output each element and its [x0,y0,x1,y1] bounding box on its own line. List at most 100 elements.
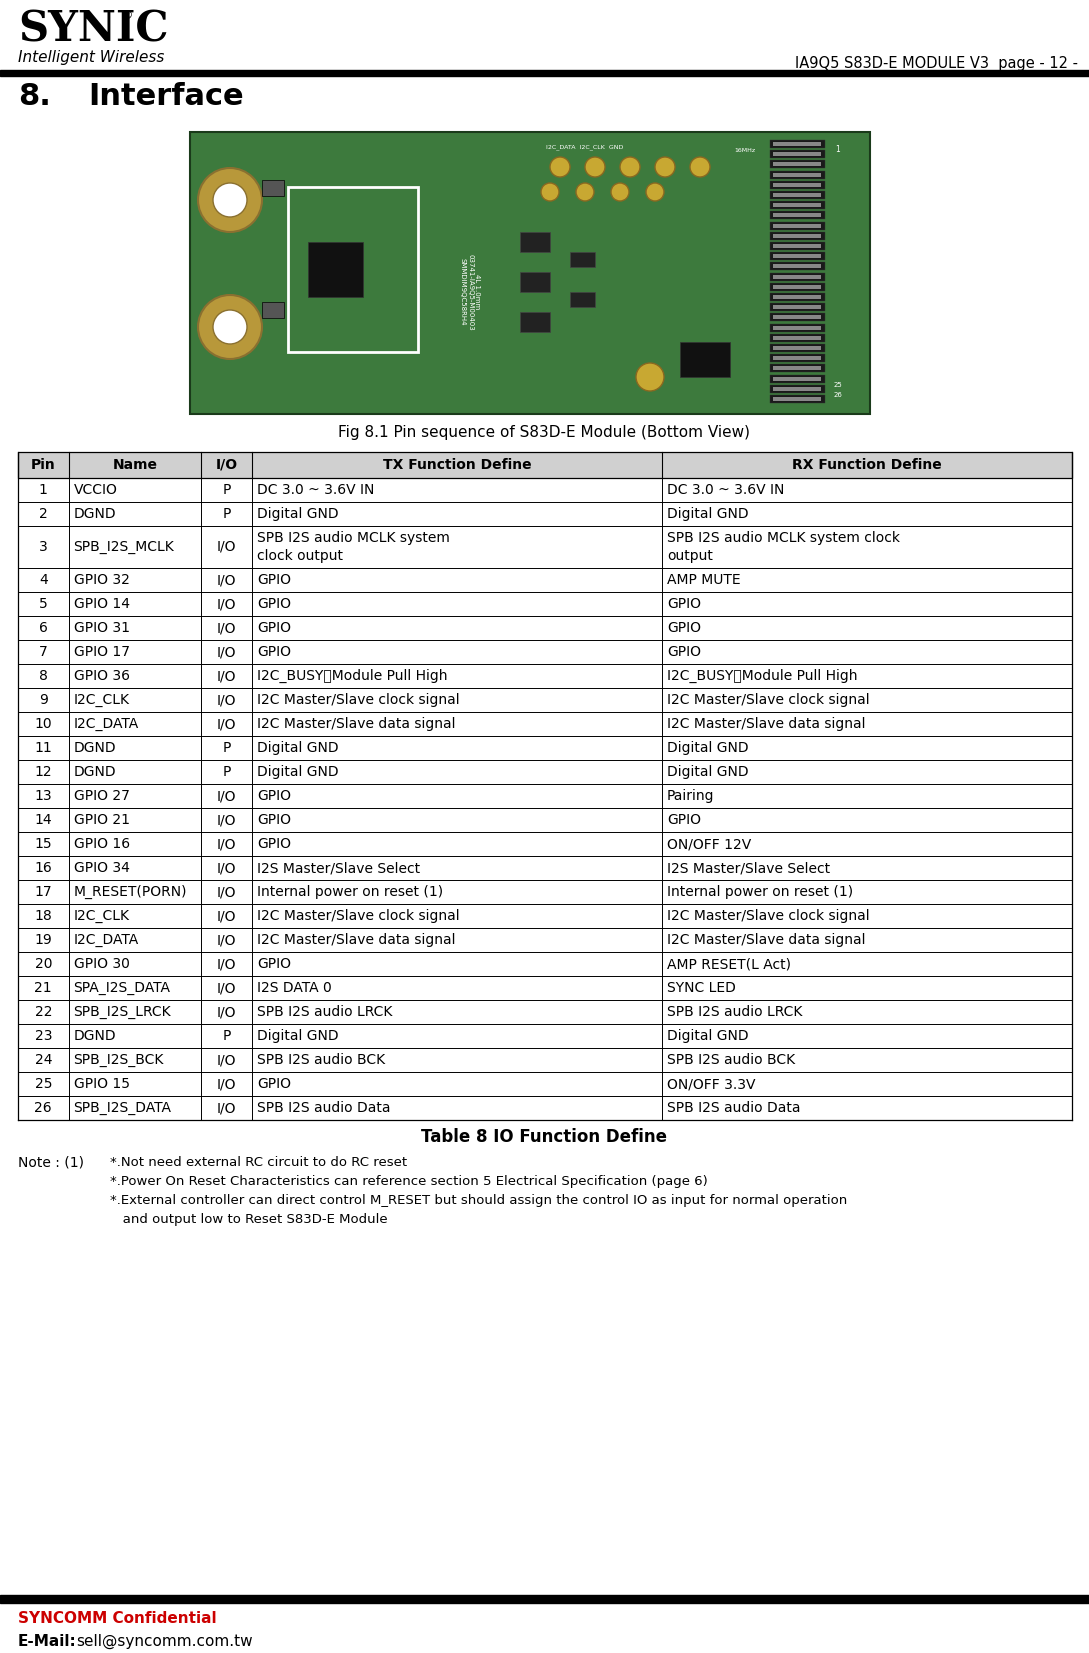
Bar [19,665,1072,688]
Text: SPB_I2S_MCLK: SPB_I2S_MCLK [74,541,174,554]
Text: SPB I2S audio LRCK: SPB I2S audio LRCK [666,1005,803,1018]
Text: GPIO: GPIO [257,574,291,587]
Bar [19,736,1072,760]
Bar [19,904,1072,927]
Circle shape [541,183,559,202]
Text: I2S Master/Slave Select: I2S Master/Slave Select [666,861,830,874]
Circle shape [213,183,247,217]
Bar [770,192,825,198]
Text: 11: 11 [35,741,52,755]
Text: Interface: Interface [88,83,244,111]
Bar [773,255,821,258]
Text: 15: 15 [35,836,52,851]
Text: SPB I2S audio LRCK: SPB I2S audio LRCK [257,1005,392,1018]
Text: 24: 24 [35,1053,52,1066]
Circle shape [550,157,570,177]
Text: ON/OFF 3.3V: ON/OFF 3.3V [666,1078,756,1091]
Text: I/O: I/O [217,1078,236,1091]
Bar [19,1048,1072,1073]
Bar [773,162,821,167]
Bar [770,170,825,179]
Text: Fig 8.1 Pin sequence of S83D-E Module (Bottom View): Fig 8.1 Pin sequence of S83D-E Module (B… [338,425,750,440]
Text: I2C_DATA  I2C_CLK  GND: I2C_DATA I2C_CLK GND [547,144,624,150]
Text: GPIO: GPIO [257,957,291,970]
Text: SPB_I2S_LRCK: SPB_I2S_LRCK [74,1005,171,1018]
Text: GPIO: GPIO [666,622,701,635]
Text: SPB I2S audio BCK: SPB I2S audio BCK [666,1053,795,1066]
Text: I/O: I/O [217,836,236,851]
Bar [770,231,825,240]
Bar [770,141,825,149]
Text: SPB I2S audio Data: SPB I2S audio Data [257,1101,391,1116]
Text: SPA_I2S_DATA: SPA_I2S_DATA [74,980,171,995]
Bar [770,385,825,393]
Text: 26: 26 [833,392,843,398]
Text: 8: 8 [39,669,48,683]
Text: I2C Master/Slave data signal: I2C Master/Slave data signal [257,717,455,731]
Bar [189,132,870,413]
Bar [570,293,595,307]
Text: I/O: I/O [217,669,236,683]
Bar [19,451,1072,478]
Text: GPIO: GPIO [257,622,291,635]
Text: I2C_DATA: I2C_DATA [74,717,138,731]
Text: Pin: Pin [30,458,56,473]
Text: GPIO 14: GPIO 14 [74,597,130,612]
Bar [570,251,595,268]
Text: GPIO 27: GPIO 27 [74,788,130,803]
Text: 25: 25 [833,382,843,388]
Text: I/O: I/O [217,957,236,970]
Bar [19,640,1072,665]
Text: *.Power On Reset Characteristics can reference section 5 Electrical Specificatio: *.Power On Reset Characteristics can ref… [110,1175,708,1189]
Bar [773,326,821,329]
Bar [773,274,821,279]
Circle shape [654,157,675,177]
Bar [770,314,825,321]
Text: *.Not need external RC circuit to do RC reset: *.Not need external RC circuit to do RC … [110,1155,407,1169]
Circle shape [213,311,247,344]
Bar [19,503,1072,526]
Text: Digital GND: Digital GND [257,1030,339,1043]
Text: Digital GND: Digital GND [666,741,748,755]
Bar [0,1595,1089,1603]
Text: P: P [222,483,231,498]
Bar [773,294,821,299]
Text: Digital GND: Digital GND [666,765,748,779]
Bar [770,293,825,301]
Text: I2C Master/Slave clock signal: I2C Master/Slave clock signal [257,909,460,922]
Text: 21: 21 [35,980,52,995]
Text: 7: 7 [39,645,48,660]
Text: GPIO 16: GPIO 16 [74,836,130,851]
Text: 14: 14 [35,813,52,826]
Bar [770,334,825,342]
Text: 22: 22 [35,1005,52,1018]
Text: P: P [222,507,231,521]
Text: AMP MUTE: AMP MUTE [666,574,741,587]
Text: 4L 1.0mm
03741-IA9Q5-M00403
SMMDIM9QC58RH4: 4L 1.0mm 03741-IA9Q5-M00403 SMMDIM9QC58R… [460,253,480,331]
Text: Internal power on reset (1): Internal power on reset (1) [666,884,853,899]
Bar [19,879,1072,904]
Text: I2C_CLK: I2C_CLK [74,909,130,922]
Text: I/O: I/O [217,788,236,803]
Bar [770,222,825,230]
Text: GPIO: GPIO [257,788,291,803]
Text: I2C_CLK: I2C_CLK [74,693,130,707]
Bar [19,478,1072,503]
Bar [19,712,1072,736]
Bar [770,253,825,260]
Text: 26: 26 [35,1101,52,1116]
Bar [770,324,825,332]
Text: SYNC LED: SYNC LED [666,980,736,995]
Text: GPIO: GPIO [257,836,291,851]
Bar [773,345,821,350]
Bar [19,569,1072,592]
Text: sell@syncomm.com.tw: sell@syncomm.com.tw [76,1635,253,1650]
Text: I/O: I/O [217,909,236,922]
Bar [773,284,821,289]
Text: Internal power on reset (1): Internal power on reset (1) [257,884,443,899]
Bar [680,342,730,377]
Text: 19: 19 [35,932,52,947]
Text: GPIO 15: GPIO 15 [74,1078,130,1091]
Text: I2C Master/Slave data signal: I2C Master/Slave data signal [257,932,455,947]
Text: I/O: I/O [217,813,236,826]
